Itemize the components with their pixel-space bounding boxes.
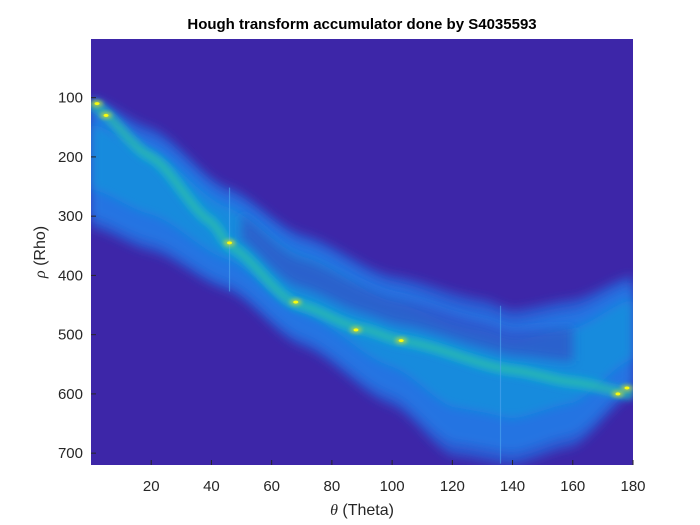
plot-area [91,39,633,465]
hotspot-core-0 [94,102,100,106]
hotspot-core-4 [353,328,359,332]
x-tick-label-20: 20 [143,478,160,495]
y-axis-label: ρ (Rho) [32,226,49,279]
y-axis-symbol: ρ [32,270,49,279]
y-axis-text: (Rho) [32,226,49,270]
y-tick-label-600: 600 [58,386,83,403]
x-tick-label-180: 180 [620,478,645,495]
x-tick-label-120: 120 [440,478,465,495]
hotspot-core-3 [293,300,299,304]
hotspot-core-7 [624,386,630,390]
x-tick-label-40: 40 [203,478,220,495]
y-tick-label-400: 400 [58,267,83,284]
x-tick-label-160: 160 [560,478,585,495]
band-gap [241,214,573,362]
y-tick-label-500: 500 [58,327,83,344]
y-tick-label-200: 200 [58,149,83,166]
hotspot-core-1 [103,113,109,117]
band-ridge-core [91,101,633,397]
x-tick-label-60: 60 [263,478,280,495]
x-tick-label-80: 80 [324,478,341,495]
x-axis-text: (Theta) [338,502,394,519]
x-axis-label: θ (Theta) [330,502,394,519]
accumulator-band [91,97,633,465]
y-tick-label-100: 100 [58,90,83,107]
hotspot-core-6 [615,392,621,396]
hotspot-core-2 [227,241,233,245]
x-axis: 20 40 60 80 100 120 140 160 180 [143,460,646,495]
accumulator-hotspots [91,100,633,397]
y-tick-label-700: 700 [58,445,83,462]
x-tick-label-140: 140 [500,478,525,495]
chart-title: Hough transform accumulator done by S403… [187,16,536,33]
x-tick-label-100: 100 [380,478,405,495]
hotspot-core-5 [398,339,404,343]
y-tick-label-300: 300 [58,208,83,225]
y-axis: 100 200 300 400 500 600 700 [58,90,96,462]
x-axis-symbol: θ [330,502,338,519]
